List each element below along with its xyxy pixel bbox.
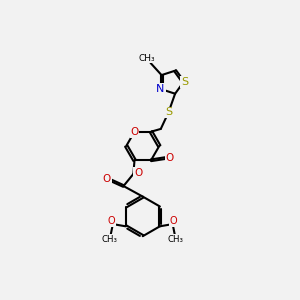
Text: N: N [156,84,165,94]
Text: O: O [166,153,174,163]
Text: CH₃: CH₃ [139,54,156,63]
Text: O: O [170,217,178,226]
Text: S: S [181,77,188,87]
Text: CH₃: CH₃ [101,235,118,244]
Text: CH₃: CH₃ [168,235,184,244]
Text: O: O [130,127,139,137]
Text: O: O [102,174,111,184]
Text: S: S [165,107,172,117]
Text: O: O [108,217,116,226]
Text: O: O [134,168,142,178]
